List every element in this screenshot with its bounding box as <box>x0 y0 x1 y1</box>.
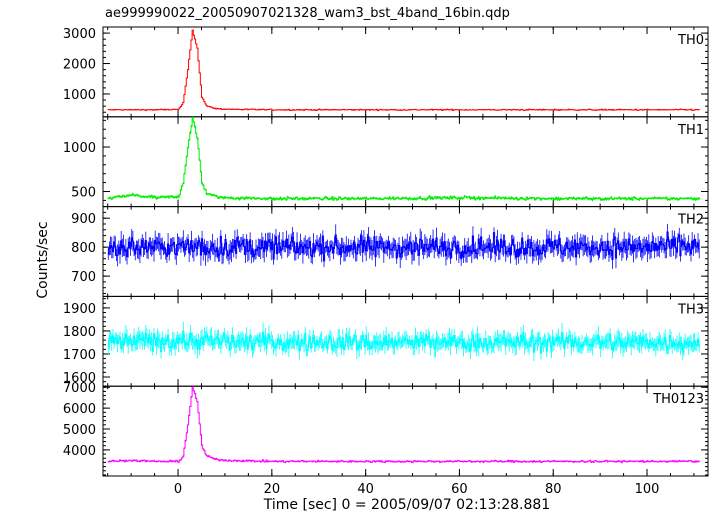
x-tick-labels: 0 20 40 60 80 100 <box>174 482 660 497</box>
error-bars <box>107 116 700 202</box>
series-th2 <box>107 223 700 269</box>
series-th1 <box>107 116 700 202</box>
y-tick-label: 1700 <box>63 348 96 363</box>
chart-title: ae999990022_20050907021328_wam3_bst_4ban… <box>105 6 510 21</box>
error-bars <box>107 29 700 112</box>
y-axis-label: Counts/sec <box>35 221 51 298</box>
series-line <box>107 29 700 112</box>
series-label: TH3 <box>677 302 704 317</box>
y-tick-label: 900 <box>71 212 96 227</box>
y-tick-label: 500 <box>71 185 96 200</box>
x-tick-label: 20 <box>264 482 281 497</box>
y-tick-label: 1000 <box>63 88 96 103</box>
series-line <box>107 330 700 354</box>
series-line <box>107 116 700 201</box>
y-tick-label: 2000 <box>63 58 96 73</box>
series-label: TH1 <box>677 123 704 138</box>
x-tick-label: 80 <box>545 482 562 497</box>
x-axis-label: Time [sec] 0 = 2005/09/07 02:13:28.881 <box>263 497 550 513</box>
series-label: TH0 <box>677 33 704 48</box>
panel-frame <box>102 116 709 208</box>
y-tick-label: 800 <box>71 241 96 256</box>
y-tick-label: 1600 <box>63 371 96 386</box>
x-tick-label: 40 <box>357 482 374 497</box>
x-tick-label: 100 <box>635 482 660 497</box>
y-tick-label: 1000 <box>63 141 96 156</box>
y-tick-label: 7000 <box>63 381 96 396</box>
panel-frame <box>102 26 709 118</box>
series-th0123 <box>107 386 700 464</box>
y-tick-label: 6000 <box>63 402 96 417</box>
y-tick-label: 5000 <box>63 423 96 438</box>
error-bars <box>107 386 700 464</box>
y-tick-label: 1800 <box>63 325 96 340</box>
series-line <box>107 231 700 262</box>
panel-th2: 700 800 900 TH2 <box>71 206 709 297</box>
x-tick-label: 60 <box>451 482 468 497</box>
y-tick-label: 1900 <box>63 302 96 317</box>
panel-th0123: 4000 5000 6000 7000 TH0123 <box>63 381 709 477</box>
series-line <box>107 386 700 464</box>
series-label: TH0123 <box>652 392 704 407</box>
y-tick-label: 4000 <box>63 444 96 459</box>
series-th3 <box>107 321 700 362</box>
x-tick-label: 0 <box>174 482 182 497</box>
panel-frame <box>102 385 709 477</box>
series-label: TH2 <box>677 213 704 228</box>
series-th0 <box>107 29 700 112</box>
y-tick-label: 700 <box>71 270 96 285</box>
panel-th1: 500 1000 TH1 <box>63 116 709 208</box>
panel-th3: 1600 1700 1800 1900 TH3 <box>63 295 709 387</box>
y-tick-label: 3000 <box>63 27 96 42</box>
panel-th0: 1000 2000 3000 TH0 <box>63 26 709 118</box>
